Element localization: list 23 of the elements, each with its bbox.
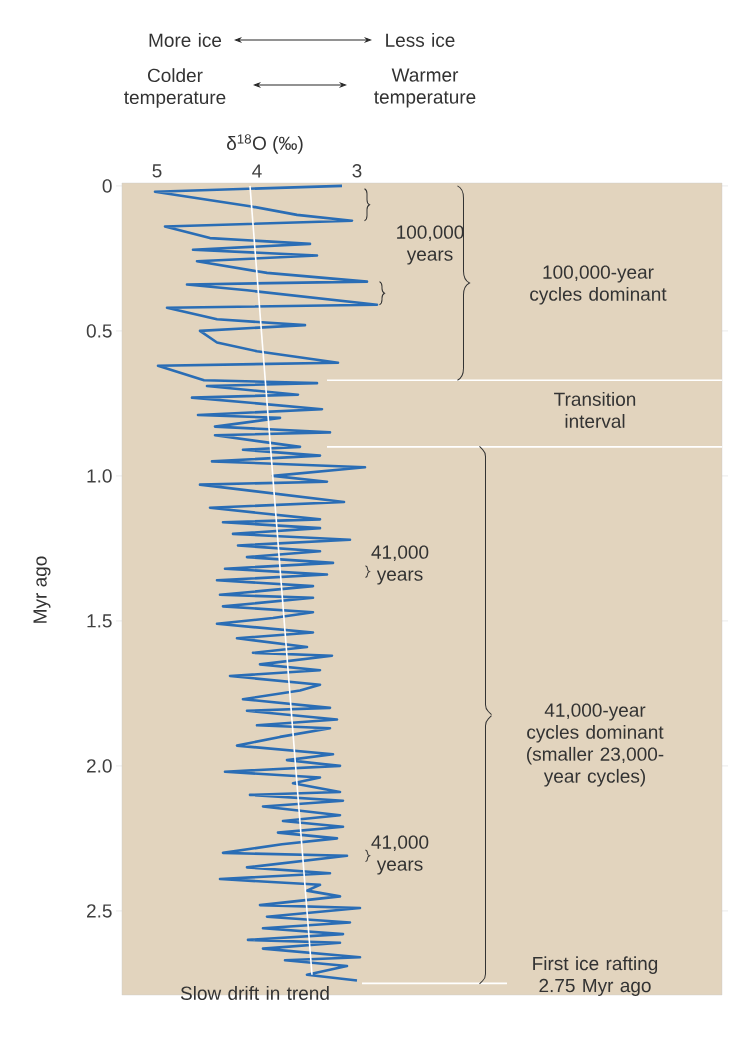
y-tick-label: 0.5 xyxy=(86,324,112,338)
annotation: Transition interval xyxy=(554,392,636,428)
annotation: 41,000 years xyxy=(371,835,429,875)
text: Colder temperature xyxy=(124,68,226,108)
x-tick-label: 4 xyxy=(252,164,262,178)
text: More ice xyxy=(149,33,222,47)
x-tick-label: 5 xyxy=(152,164,162,178)
annotation: 100,000 years xyxy=(397,225,464,265)
y-tick-label: 1.0 xyxy=(87,469,112,483)
y-axis-title: Myr ago xyxy=(33,556,51,623)
x-axis-title: δ$^{18}$O (‰) xyxy=(227,134,303,154)
text: Less ice xyxy=(386,33,455,47)
y-tick-label: 2.0 xyxy=(87,759,112,773)
text: Warmer temperature xyxy=(374,68,476,108)
annotation: 41,000-year cycles dominant (smaller 23,000-year cycles) xyxy=(527,703,664,787)
annotation: Slow drift in trend xyxy=(180,986,329,1000)
y-tick-label: 2.5 xyxy=(87,904,112,918)
ref-line-label: First ice rafting 2.75 Myr ago xyxy=(533,956,658,996)
annotation: 100,000-year cycles dominant xyxy=(530,265,667,305)
x-tick-label: 3 xyxy=(352,164,362,178)
annotation: 41,000 years xyxy=(371,545,429,585)
y-tick-label: 1.5 xyxy=(87,614,112,628)
y-tick-label: 0 xyxy=(102,179,112,193)
